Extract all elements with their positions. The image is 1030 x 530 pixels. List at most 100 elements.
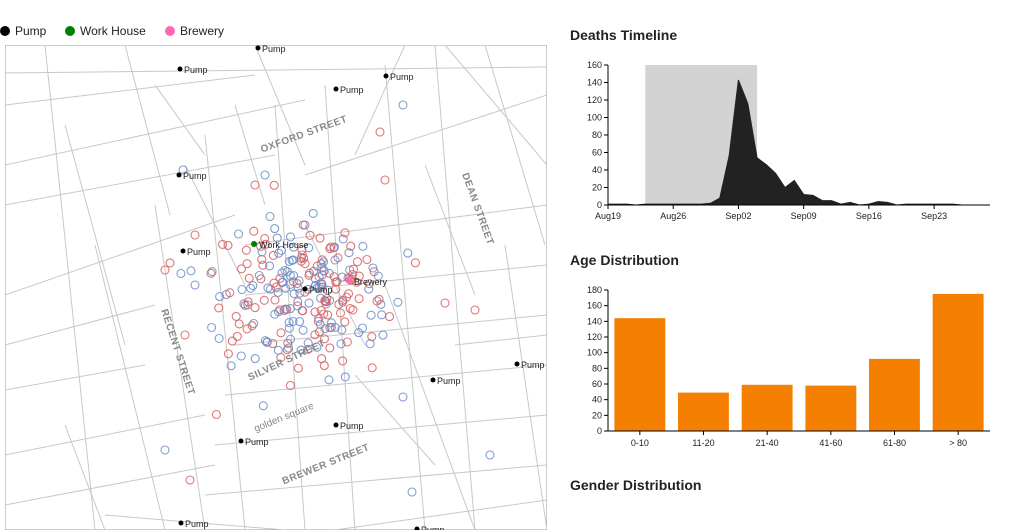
death-marker[interactable] xyxy=(348,264,359,274)
death-marker[interactable] xyxy=(380,175,390,185)
death-marker[interactable] xyxy=(214,303,224,313)
death-marker[interactable] xyxy=(273,345,283,355)
death-marker[interactable] xyxy=(393,297,403,307)
death-marker[interactable] xyxy=(310,280,321,291)
death-marker[interactable] xyxy=(215,292,225,302)
death-marker[interactable] xyxy=(260,233,270,244)
death-marker[interactable] xyxy=(384,312,395,322)
death-marker[interactable] xyxy=(284,256,294,266)
death-marker[interactable] xyxy=(273,287,283,297)
death-marker[interactable] xyxy=(314,272,324,282)
death-marker[interactable] xyxy=(274,248,284,258)
death-marker[interactable] xyxy=(185,475,195,485)
death-marker[interactable] xyxy=(271,282,281,292)
pump-marker[interactable] xyxy=(255,45,261,51)
death-marker[interactable] xyxy=(225,288,235,298)
death-marker[interactable] xyxy=(303,338,313,348)
death-marker[interactable] xyxy=(283,343,294,353)
death-marker[interactable] xyxy=(262,337,272,347)
death-marker[interactable] xyxy=(223,349,233,359)
death-marker[interactable] xyxy=(340,317,350,327)
death-marker[interactable] xyxy=(319,309,329,319)
death-marker[interactable] xyxy=(324,375,334,385)
death-marker[interactable] xyxy=(365,339,375,349)
death-marker[interactable] xyxy=(315,233,325,243)
death-marker[interactable] xyxy=(284,323,294,333)
death-marker[interactable] xyxy=(282,267,292,277)
death-marker[interactable] xyxy=(340,372,350,382)
death-marker[interactable] xyxy=(319,334,330,344)
death-marker[interactable] xyxy=(242,324,252,334)
death-marker[interactable] xyxy=(329,242,340,252)
death-marker[interactable] xyxy=(293,283,303,293)
death-marker[interactable] xyxy=(284,317,294,328)
death-marker[interactable] xyxy=(403,248,413,258)
death-marker[interactable] xyxy=(256,241,266,251)
death-marker[interactable] xyxy=(330,255,340,265)
age-distribution-chart[interactable]: 0 20 40 60 80 100 120 140 160 180 0-10 11-20 21-40 41… xyxy=(570,280,1010,455)
death-marker[interactable] xyxy=(207,322,217,333)
death-marker[interactable] xyxy=(326,242,336,252)
death-marker[interactable] xyxy=(303,344,313,354)
death-marker[interactable] xyxy=(325,323,335,333)
death-marker[interactable] xyxy=(244,273,254,283)
pump-marker[interactable] xyxy=(333,86,339,92)
death-marker[interactable] xyxy=(239,299,249,309)
death-marker[interactable] xyxy=(250,303,260,313)
death-marker[interactable] xyxy=(329,272,339,282)
death-marker[interactable] xyxy=(337,325,347,335)
death-marker[interactable] xyxy=(233,229,244,239)
death-marker[interactable] xyxy=(237,284,247,295)
death-marker[interactable] xyxy=(289,271,299,281)
pump-marker[interactable] xyxy=(383,73,389,79)
death-marker[interactable] xyxy=(344,248,354,258)
death-marker[interactable] xyxy=(247,321,257,331)
death-marker[interactable] xyxy=(366,310,376,320)
death-marker[interactable] xyxy=(410,258,420,268)
pump-marker[interactable] xyxy=(176,172,182,178)
pump-marker[interactable] xyxy=(333,422,339,428)
death-marker[interactable] xyxy=(305,230,315,240)
age-bar[interactable] xyxy=(741,384,793,431)
death-marker[interactable] xyxy=(485,450,495,460)
death-marker[interactable] xyxy=(325,343,335,353)
death-marker[interactable] xyxy=(317,263,327,273)
death-marker[interactable] xyxy=(180,330,190,340)
death-marker[interactable] xyxy=(333,253,343,263)
death-marker[interactable] xyxy=(283,338,293,348)
death-marker[interactable] xyxy=(288,316,298,327)
death-marker[interactable] xyxy=(276,245,286,255)
death-marker[interactable] xyxy=(312,342,322,352)
death-marker[interactable] xyxy=(292,278,302,289)
death-marker[interactable] xyxy=(231,311,241,321)
death-marker[interactable] xyxy=(257,247,267,257)
death-marker[interactable] xyxy=(342,337,352,347)
death-marker[interactable] xyxy=(374,294,384,304)
death-marker[interactable] xyxy=(304,243,314,253)
death-marker[interactable] xyxy=(321,297,331,307)
death-marker[interactable] xyxy=(378,330,388,340)
death-marker[interactable] xyxy=(241,245,251,255)
death-marker[interactable] xyxy=(289,242,299,252)
age-bar[interactable] xyxy=(869,358,920,431)
death-marker[interactable] xyxy=(310,307,320,317)
death-marker[interactable] xyxy=(293,363,303,373)
death-marker[interactable] xyxy=(176,268,186,279)
death-marker[interactable] xyxy=(250,180,260,190)
death-marker[interactable] xyxy=(276,328,286,338)
death-marker[interactable] xyxy=(246,283,256,293)
pump-marker[interactable] xyxy=(430,377,436,383)
death-marker[interactable] xyxy=(352,277,362,287)
age-bar[interactable] xyxy=(678,392,729,431)
death-marker[interactable] xyxy=(308,208,318,218)
death-marker[interactable] xyxy=(211,409,221,420)
death-marker[interactable] xyxy=(250,354,260,364)
death-marker[interactable] xyxy=(343,289,354,299)
death-marker[interactable] xyxy=(190,280,200,290)
death-marker[interactable] xyxy=(317,280,327,290)
death-marker[interactable] xyxy=(373,271,383,281)
death-marker[interactable] xyxy=(206,268,216,278)
death-marker[interactable] xyxy=(160,445,170,455)
death-marker[interactable] xyxy=(275,305,285,315)
pump-marker[interactable] xyxy=(514,361,520,367)
